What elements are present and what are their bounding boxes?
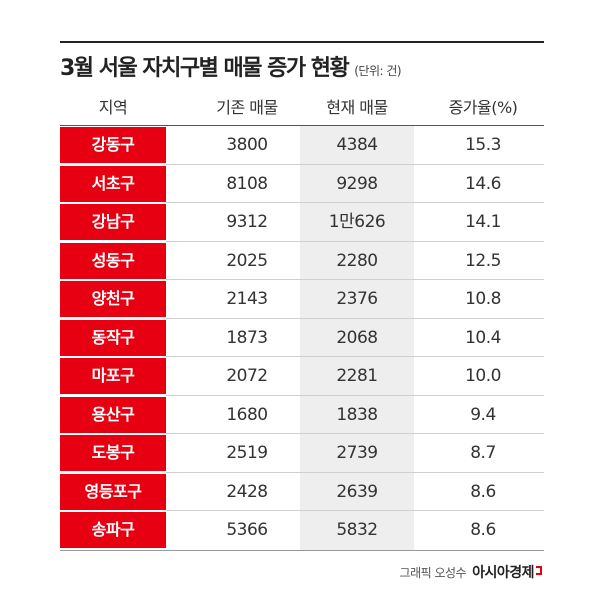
current-listings-cell: 2639 <box>336 481 378 502</box>
previous-listings-cell: 5366 <box>226 520 268 540</box>
table-row: 강남구 9312 1만626 14.1 <box>60 203 544 242</box>
table-row: 도봉구 2519 2739 8.7 <box>60 434 544 473</box>
credit-brand: 아시아경제 <box>472 565 534 581</box>
previous-listings-cell: 2143 <box>226 289 268 309</box>
bottom-rule <box>60 550 544 551</box>
table-row: 마포구 2072 2281 10.0 <box>60 357 544 396</box>
header-current: 현재 매물 <box>326 98 388 117</box>
increase-rate-cell: 14.1 <box>465 212 501 232</box>
previous-listings-cell: 3800 <box>226 135 268 155</box>
previous-listings-cell: 2428 <box>226 481 268 502</box>
district-label: 용산구 <box>60 396 166 433</box>
row-divider <box>166 279 544 280</box>
previous-listings-cell: 1873 <box>226 327 268 348</box>
district-label: 강남구 <box>60 204 166 240</box>
table-row: 성동구 2025 2280 12.5 <box>60 242 544 280</box>
table-body: 강동구 3800 4384 15.3 서초구 8108 9298 14.6 강남구 9312 1만6… <box>60 126 544 550</box>
district-label: 서초구 <box>60 165 166 202</box>
table-row: 송파구 5366 5832 8.6 <box>60 511 544 550</box>
table-row: 양천구 2143 2376 10.8 <box>60 280 544 319</box>
increase-rate-cell: 8.6 <box>470 520 496 540</box>
increase-rate-cell: 15.3 <box>465 135 501 155</box>
row-divider <box>166 394 544 396</box>
row-divider <box>166 317 544 319</box>
increase-rate-cell: 8.6 <box>470 481 496 502</box>
header-district: 지역 <box>98 98 128 117</box>
current-listings-cell: 2739 <box>336 443 378 463</box>
current-listings-cell: 1만626 <box>328 212 386 232</box>
row-divider <box>166 433 544 434</box>
table-row: 서초구 8108 9298 14.6 <box>60 165 544 203</box>
current-listings-cell: 2068 <box>336 327 378 348</box>
table-row: 강동구 3800 4384 15.3 <box>60 126 544 165</box>
row-divider <box>166 356 544 357</box>
increase-rate-cell: 14.6 <box>465 173 501 194</box>
district-label: 성동구 <box>60 242 166 279</box>
header-rule <box>60 125 544 126</box>
current-column-highlight <box>300 126 414 550</box>
previous-listings-cell: 2025 <box>226 250 268 271</box>
header-rate: 증가율(%) <box>448 98 518 117</box>
chart-title-block: 3월 서울 자치구별 매물 증가 현황 (단위: 건) <box>60 50 402 86</box>
increase-rate-cell: 10.8 <box>465 289 501 309</box>
current-listings-cell: 5832 <box>336 520 378 540</box>
district-label: 송파구 <box>60 512 166 548</box>
unit-note: (단위: 건) <box>354 64 402 78</box>
current-listings-cell: 4384 <box>336 135 378 155</box>
current-listings-cell: 2376 <box>336 289 378 309</box>
increase-rate-cell: 12.5 <box>465 250 501 271</box>
district-label: 양천구 <box>60 281 166 317</box>
increase-rate-cell: 8.7 <box>470 443 496 463</box>
table-row: 용산구 1680 1838 9.4 <box>60 396 544 434</box>
table-row: 영등포구 2428 2639 8.6 <box>60 473 544 511</box>
increase-rate-cell: 9.4 <box>470 404 496 425</box>
district-label: 도봉구 <box>60 435 166 471</box>
row-divider <box>166 240 544 242</box>
district-label: 영등포구 <box>60 473 166 510</box>
previous-listings-cell: 8108 <box>226 173 268 194</box>
current-listings-cell: 9298 <box>336 173 378 194</box>
district-label: 동작구 <box>60 319 166 356</box>
credit-byline: 그래픽 오성수 <box>399 566 467 580</box>
previous-listings-cell: 2072 <box>226 366 268 386</box>
row-divider <box>166 471 544 473</box>
current-listings-cell: 2281 <box>336 366 378 386</box>
district-label: 강동구 <box>60 127 166 163</box>
credit: 그래픽 오성수 아시아경제 <box>400 562 542 582</box>
district-label: 마포구 <box>60 358 166 394</box>
previous-listings-cell: 2519 <box>226 443 268 463</box>
table-row: 동작구 1873 2068 10.4 <box>60 319 544 357</box>
top-rule <box>60 41 544 43</box>
brand-mark-icon <box>536 566 542 575</box>
chart-title: 3월 서울 자치구별 매물 증가 현황 <box>60 56 350 81</box>
table-header: 지역 기존 매물 현재 매물 증가율(%) <box>60 92 544 124</box>
previous-listings-cell: 9312 <box>226 212 268 232</box>
row-divider <box>166 163 544 165</box>
increase-rate-cell: 10.4 <box>465 327 501 348</box>
current-listings-cell: 2280 <box>336 250 378 271</box>
current-listings-cell: 1838 <box>336 404 378 425</box>
row-divider <box>166 510 544 511</box>
previous-listings-cell: 1680 <box>226 404 268 425</box>
header-previous: 기존 매물 <box>216 98 278 117</box>
row-divider <box>166 202 544 203</box>
increase-rate-cell: 10.0 <box>465 366 501 386</box>
